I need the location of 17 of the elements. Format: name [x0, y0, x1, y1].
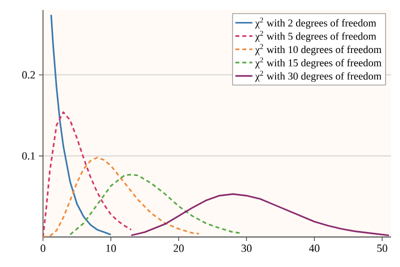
line-series — [43, 111, 132, 237]
legend-label: χ$^{2}$ with 10 degrees of freedom — [255, 44, 382, 56]
x-tick-label: 40 — [309, 244, 320, 252]
x-tick-label: 50 — [377, 244, 388, 252]
line-series — [43, 156, 200, 237]
legend-label: χ$^{2}$ with 2 degrees of freedom — [255, 18, 376, 29]
line-series — [50, 14, 112, 236]
x-tick-label: 20 — [174, 244, 184, 252]
x-tick-label: 0 — [40, 244, 46, 252]
legend-label: χ$^{2}$ with 5 degrees of freedom — [255, 30, 376, 42]
y-tick-label: 0.1 — [22, 152, 35, 160]
x-tick-label: 30 — [242, 244, 252, 252]
y-tick-label: 0.2 — [22, 71, 35, 79]
legend-label: χ$^{2}$ with 30 degrees of freedom — [255, 70, 382, 82]
legend-label: χ$^{2}$ with 15 degrees of freedom — [255, 57, 382, 69]
x-tick-label: 10 — [106, 244, 116, 252]
line-series — [69, 174, 241, 236]
